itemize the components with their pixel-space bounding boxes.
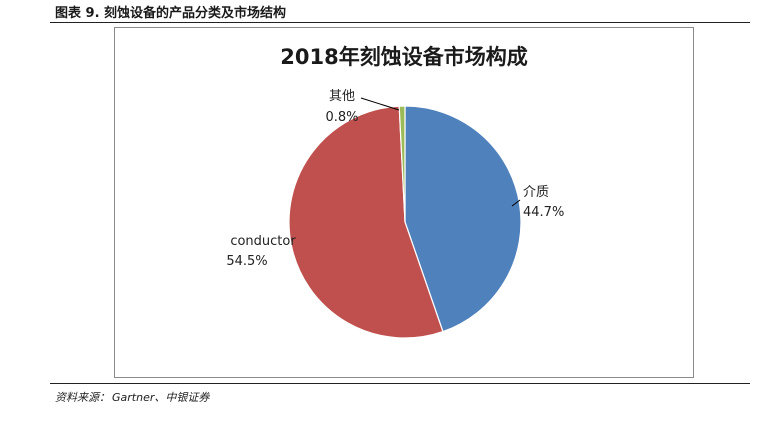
figure-title: 图表 9. 刻蚀设备的产品分类及市场结构 [55,6,287,21]
source-text: Gartner、中银证券 [112,391,210,404]
pie-slice-3 [398,105,406,223]
pie-slice-1 [404,105,522,333]
chart-title: 2018年刻蚀设备市场构成 [280,45,528,69]
slice-value-label-1: 44.7% [523,205,564,220]
slice-name-label-1: 介质 [523,185,549,200]
bottom-rule [50,383,750,384]
leader-line-3 [360,97,400,111]
slice-value-label-3: 0.8% [325,110,358,125]
slice-value-label-2: 54.5% [226,254,267,269]
slice-name-label-3: 其他 [329,89,355,104]
slice-name-label-2: conductor [230,234,296,249]
pie-chart: 介质 44.7% conductor 54.5% 其他 0.8% [226,89,564,339]
chart-frame: 2018年刻蚀设备市场构成 介质 44.7% conductor 54.5% 其他 0.8… [114,27,694,378]
pie-slice-2 [288,105,444,339]
top-rule [50,22,750,23]
leader-line-1 [511,199,521,207]
source-note: 资料来源： Gartner、中银证券 [55,389,209,405]
source-label: 资料来源： [55,391,110,404]
